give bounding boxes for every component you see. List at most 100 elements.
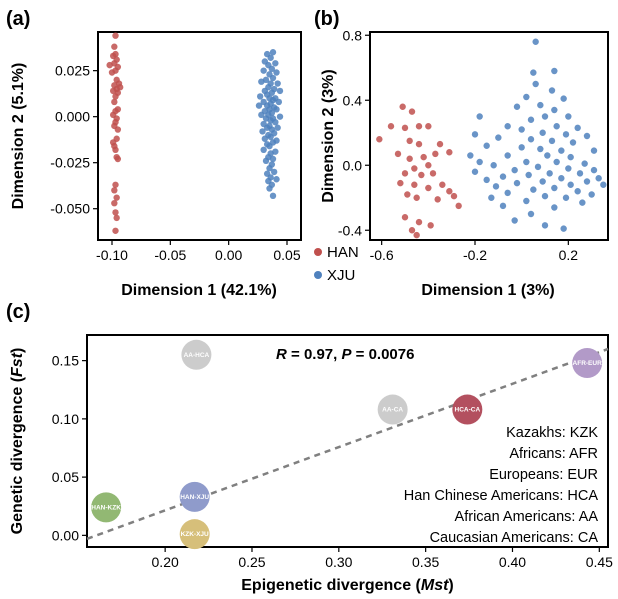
- point-xju: [269, 74, 277, 82]
- point-xju: [530, 186, 537, 193]
- point-xju: [260, 146, 267, 154]
- point-xju: [595, 175, 602, 182]
- point-han: [112, 146, 119, 154]
- plot-frame: [369, 31, 609, 241]
- point-xju: [558, 147, 565, 154]
- point-xju: [476, 158, 483, 166]
- point-han: [436, 140, 444, 148]
- correlation-stat-part: = 0.97,: [287, 346, 342, 363]
- point-xju: [544, 152, 551, 159]
- correlation-stat-part: R: [276, 346, 287, 363]
- point-xju: [256, 93, 264, 100]
- point-xju: [276, 87, 284, 95]
- point-afr-eur: [572, 347, 603, 378]
- point-xju: [274, 124, 281, 131]
- x-tick-label: -0.2: [463, 247, 487, 263]
- y-axis-label-part: Genetic divergence (: [9, 376, 26, 534]
- point-xju: [574, 188, 581, 195]
- point-han: [112, 181, 119, 188]
- point-xju: [567, 181, 574, 188]
- point-xju: [270, 168, 278, 176]
- point-xju: [583, 178, 591, 185]
- point-han: [415, 218, 423, 226]
- point-xju: [513, 103, 521, 110]
- correlation-stat: R = 0.97, P = 0.0076: [276, 346, 414, 363]
- y-tick-label: -0.4: [338, 222, 362, 238]
- point-xju: [267, 54, 274, 61]
- point-han: [455, 202, 462, 210]
- point-xju: [266, 142, 273, 150]
- point-han: [114, 155, 122, 163]
- x-axis-label-part: Mst: [421, 577, 449, 594]
- x-axis-label-part: Epigenetic divergence (: [241, 577, 421, 594]
- y-axis-label: Genetic divergence (Fst): [9, 348, 26, 535]
- y-tick-label: -0.050: [50, 201, 90, 217]
- point-xju: [511, 166, 518, 174]
- point-xju: [527, 136, 535, 143]
- x-tick-label: -0.05: [154, 247, 186, 263]
- point-xju: [551, 204, 558, 211]
- point-xju: [551, 184, 558, 192]
- x-tick-label: 0.2: [559, 247, 579, 263]
- point-han: [394, 150, 402, 158]
- point-han: [413, 194, 420, 201]
- y-tick-label: 0.000: [55, 109, 90, 125]
- point-han: [415, 140, 423, 148]
- point-xju: [267, 133, 274, 141]
- point-xju: [523, 93, 530, 101]
- point-xju: [530, 69, 537, 76]
- point-xju: [523, 158, 530, 166]
- point-han: [387, 123, 395, 130]
- point-xju: [541, 192, 549, 200]
- y-tick-label: 0.8: [343, 27, 363, 43]
- point-label: HCA-CA: [455, 407, 481, 414]
- point-xju: [581, 160, 588, 167]
- point-xju: [539, 129, 546, 136]
- y-tick-label: 0.025: [55, 63, 90, 79]
- point-xju: [537, 101, 544, 109]
- x-tick-label: 0.00: [215, 247, 242, 263]
- point-kzk-xju: [179, 519, 210, 550]
- point-han: [111, 199, 118, 207]
- point-aa-hca: [181, 339, 212, 370]
- point-han: [111, 98, 118, 106]
- point-xju: [588, 191, 595, 198]
- point-han: [112, 227, 119, 234]
- point-xju: [273, 69, 280, 76]
- point-han: [114, 126, 122, 133]
- point-label: HAN-XJU: [180, 494, 209, 501]
- point-xju: [560, 95, 567, 102]
- abbreviation-legend-item: Europeans: EUR: [489, 467, 598, 483]
- point-label: KZK-XJU: [181, 531, 209, 538]
- point-xju: [546, 170, 553, 177]
- point-xju: [268, 65, 276, 73]
- point-han: [113, 214, 120, 222]
- point-hca-ca: [452, 394, 483, 425]
- point-xju: [513, 179, 521, 187]
- point-han: [427, 222, 434, 229]
- point-xju: [590, 147, 598, 154]
- x-tick-label: 0.25: [238, 554, 265, 570]
- panel-b: (b) -0.6 -0.2 0.2 -0.4 0.0 0.4 0.8 Dimension 1 (…: [314, 8, 609, 299]
- point-xju: [504, 189, 511, 197]
- point-han: [112, 93, 119, 100]
- point-han: [399, 103, 406, 110]
- point-xju: [499, 202, 507, 210]
- abbreviation-legend-item: Caucasian Americans: CA: [430, 530, 599, 546]
- point-xju: [272, 60, 279, 67]
- point-xju: [537, 145, 544, 153]
- point-xju: [562, 194, 570, 201]
- legend-label: HAN: [327, 244, 359, 261]
- point-xju: [541, 113, 549, 120]
- point-han: [425, 123, 432, 130]
- y-axis-label: Dimension 2 (3%): [320, 69, 337, 202]
- point-xju: [259, 128, 266, 135]
- point-han: [406, 155, 413, 162]
- point-xju: [541, 222, 549, 229]
- point-han: [406, 137, 413, 145]
- abbreviation-legend-item: Han Chinese Americans: HCA: [404, 488, 599, 504]
- point-han: [446, 188, 453, 195]
- plot-frame: [86, 334, 609, 548]
- point-xju: [560, 225, 567, 232]
- point-xju: [495, 134, 502, 141]
